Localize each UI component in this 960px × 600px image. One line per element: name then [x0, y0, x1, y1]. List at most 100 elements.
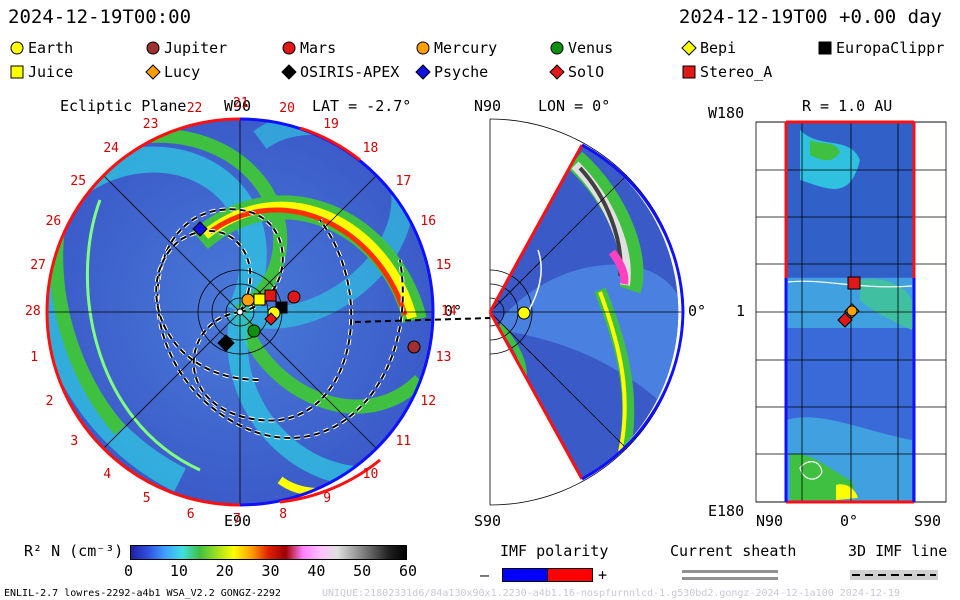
psyche-legend-icon — [415, 64, 431, 80]
imf-positive-swatch — [547, 568, 593, 582]
radial-solo-marker — [837, 312, 853, 328]
hour-label: 24 — [103, 141, 119, 157]
legend-item-europaclippr: EuropaClippr — [818, 39, 944, 57]
colorbar-tick: 50 — [353, 562, 372, 580]
hour-label: 28 — [25, 304, 41, 319]
legend-item-osiris-apex: OSIRIS-APEX — [281, 63, 400, 81]
colorbar-tick: 40 — [307, 562, 326, 580]
radial-zero-label: 0° — [840, 512, 859, 530]
colorbar-tick: 30 — [261, 562, 280, 580]
hour-label: 9 — [323, 491, 332, 507]
hour-label: 3 — [70, 433, 79, 449]
radial-title: R = 1.0 AU — [802, 97, 893, 115]
bepi-legend-icon — [681, 40, 697, 56]
legend-label: Mercury — [434, 39, 498, 57]
mars-legend-icon — [282, 41, 296, 55]
jupiter-marker — [407, 340, 421, 354]
ecliptic-title: Ecliptic Plane — [60, 97, 187, 115]
legend-item-psyche: Psyche — [415, 63, 489, 81]
colorbar-label: R² N (cm⁻³) — [24, 542, 124, 560]
hour-label: 6 — [186, 506, 195, 522]
mars-marker — [287, 290, 301, 304]
meridional-earth-marker — [517, 306, 531, 320]
colorbar-tick: 20 — [215, 562, 234, 580]
osiris-apex-marker — [217, 334, 235, 352]
hour-label: 20 — [279, 101, 295, 117]
legend-label: Lucy — [164, 63, 201, 81]
legend-label: Stereo_A — [700, 63, 773, 81]
right-timestamp: 2024-12-19T00 +0.00 day — [678, 6, 942, 28]
meridional-s90-label: S90 — [474, 512, 502, 530]
current-sheath-line-1 — [682, 570, 778, 573]
hour-label: 2 — [45, 394, 54, 410]
hour-label: 11 — [395, 433, 412, 449]
hour-label: 8 — [279, 506, 288, 522]
legend-label: Psyche — [434, 63, 489, 81]
hour-label: 27 — [30, 257, 46, 273]
psyche-marker — [192, 221, 208, 237]
ecliptic-w90-label: W90 — [224, 97, 252, 115]
sun-icon — [236, 308, 244, 316]
meridional-lon-label: LON = 0° — [538, 97, 611, 115]
legend-label: Bepi — [700, 39, 737, 57]
hour-label: 4 — [103, 466, 112, 482]
hour-label: 7 — [233, 512, 241, 527]
legend-item-earth: Earth — [10, 39, 73, 57]
hour-label: 18 — [362, 141, 379, 157]
earth-legend-icon — [10, 41, 24, 55]
hour-label: 22 — [186, 101, 203, 117]
current-sheath-line-2 — [682, 577, 778, 580]
legend-item-venus: Venus — [550, 39, 613, 57]
colorbar — [130, 545, 407, 560]
solo-legend-icon — [549, 64, 565, 80]
hour-label: 19 — [323, 116, 339, 132]
legend-label: Juice — [28, 63, 74, 81]
hour-label: 10 — [362, 466, 379, 482]
radial-s90-label: S90 — [914, 512, 942, 530]
lucy-legend-icon — [145, 64, 161, 80]
footer-right: UNIQUE:21802331d6/84a130x90x1.2230-a4b1.… — [322, 588, 900, 599]
imf-plus-label: + — [598, 566, 608, 584]
stereo-a-legend-icon — [682, 65, 696, 79]
hour-label: 1 — [30, 350, 39, 366]
radial-earth-marker — [846, 305, 858, 317]
legend-label: OSIRIS-APEX — [300, 63, 400, 81]
radial-w180-label: W180 — [708, 104, 745, 122]
legend-label: Jupiter — [164, 39, 228, 57]
imf-polarity-title: IMF polarity — [500, 542, 609, 560]
legend-item-stereo-a: Stereo_A — [682, 63, 772, 81]
radial-stereo-a-marker — [847, 276, 861, 290]
legend-item-bepi: Bepi — [681, 39, 737, 57]
ecliptic-e90-label: E90 — [224, 512, 252, 530]
venus-marker — [247, 324, 261, 338]
legend-label: EuropaClippr — [836, 39, 945, 57]
hour-label: 15 — [435, 257, 452, 273]
legend-item-mercury: Mercury — [416, 39, 497, 57]
legend-item-solo: SolO — [549, 63, 605, 81]
legend-label: Earth — [28, 39, 74, 57]
meridional-n90-label: N90 — [474, 97, 502, 115]
hour-label: 13 — [435, 350, 452, 366]
ecliptic-lat-label: LAT = -2.7° — [312, 97, 412, 115]
mercury-legend-icon — [416, 41, 430, 55]
imf3d-title: 3D IMF line — [848, 542, 948, 560]
legend-item-mars: Mars — [282, 39, 336, 57]
legend-label: SolO — [568, 63, 605, 81]
legend-label: Venus — [568, 39, 614, 57]
hour-label: 17 — [395, 174, 412, 190]
europaclippr-legend-icon — [818, 41, 832, 55]
stereo-a-marker — [264, 289, 277, 302]
meridional-zero-label: 0° — [688, 302, 707, 320]
current-sheath-title: Current sheath — [670, 542, 797, 560]
hour-label: 14 — [441, 304, 457, 319]
hour-label: 25 — [70, 174, 87, 190]
footer-left: ENLIL-2.7 lowres-2292-a4b1 WSA_V2.2 GONG… — [4, 588, 281, 599]
legend-label: Mars — [300, 39, 337, 57]
legend-item-jupiter: Jupiter — [146, 39, 227, 57]
hour-label: 5 — [142, 491, 151, 507]
